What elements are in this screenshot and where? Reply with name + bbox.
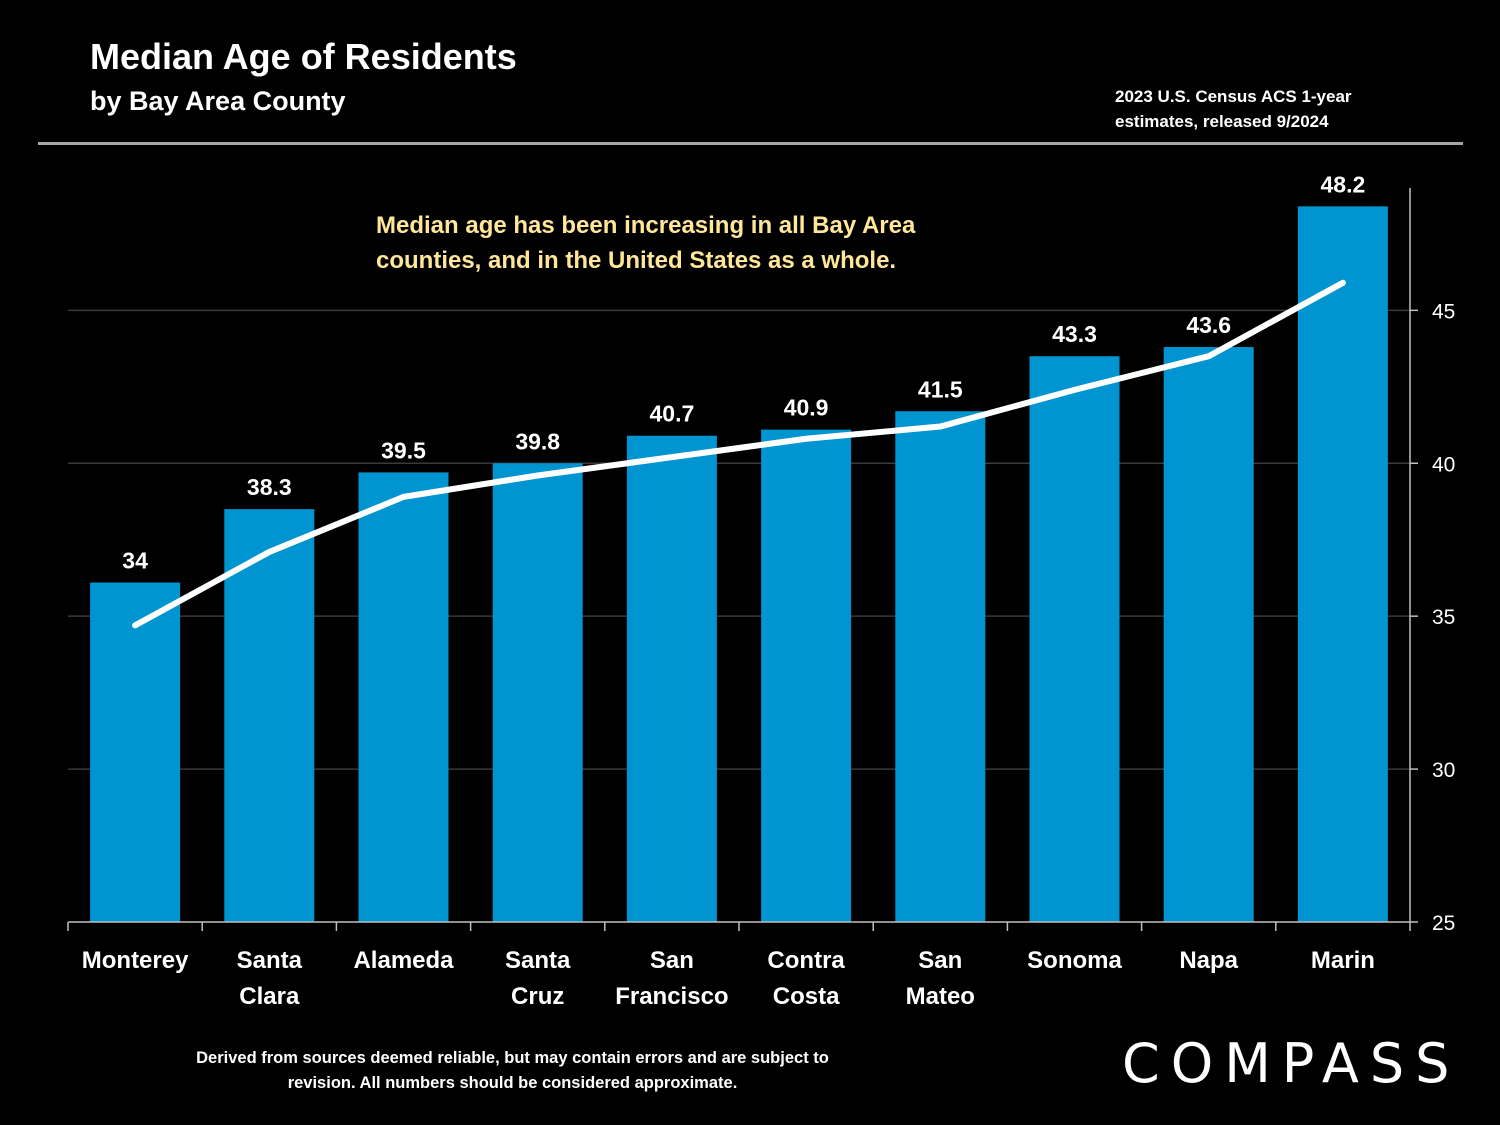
x-category-label: Marin xyxy=(1311,947,1375,974)
y-tick-label: 25 xyxy=(1432,912,1455,935)
x-category-label: Alameda xyxy=(353,947,454,974)
x-category-label: Clara xyxy=(239,983,300,1010)
bar-value-label: 43.6 xyxy=(1186,312,1231,338)
bar-value-label: 40.7 xyxy=(650,401,695,427)
disclaimer: Derived from sources deemed reliable, bu… xyxy=(140,1046,885,1096)
bar xyxy=(492,463,583,922)
bar-value-label: 38.3 xyxy=(247,474,292,500)
bar xyxy=(895,411,986,922)
compass-logo: COMPASS xyxy=(1122,1032,1461,1095)
y-tick-label: 35 xyxy=(1432,606,1455,629)
x-category-label: Santa xyxy=(237,947,303,974)
annotation-line-2: counties, and in the United States as a … xyxy=(376,247,897,274)
bar-value-label: 48.2 xyxy=(1321,171,1366,197)
annotation-line-1: Median age has been increasing in all Ba… xyxy=(376,212,916,239)
y-tick-label: 45 xyxy=(1432,300,1455,323)
trend-line xyxy=(132,279,1346,629)
x-category-label: Mateo xyxy=(906,983,975,1010)
bar-value-label: 39.8 xyxy=(515,428,560,454)
bar xyxy=(224,509,315,922)
source-line-1: 2023 U.S. Census ACS 1-year xyxy=(1115,87,1352,106)
disclaimer-line-2: revision. All numbers should be consider… xyxy=(287,1074,738,1092)
y-tick-label: 30 xyxy=(1432,759,1455,782)
x-category-label: Francisco xyxy=(615,983,728,1010)
chart-title: Median Age of Residents xyxy=(90,36,517,77)
bar xyxy=(761,429,852,922)
bar-value-label: 34 xyxy=(122,548,148,574)
y-tick-label: 40 xyxy=(1432,453,1455,476)
x-category-label: Napa xyxy=(1179,947,1238,974)
bar xyxy=(626,435,717,922)
bar xyxy=(1297,206,1388,923)
chart-subtitle: by Bay Area County xyxy=(90,86,346,116)
bar xyxy=(1163,347,1254,922)
source-line-2: estimates, released 9/2024 xyxy=(1115,112,1329,131)
chart-annotation: Median age has been increasing in all Ba… xyxy=(376,208,996,278)
x-category-label: San xyxy=(918,947,962,974)
bar xyxy=(90,582,181,922)
x-category-label: Costa xyxy=(773,983,840,1010)
source-note: 2023 U.S. Census ACS 1-year estimates, r… xyxy=(1115,84,1415,134)
bar-value-label: 41.5 xyxy=(918,376,963,402)
x-category-label: San xyxy=(650,947,694,974)
bar-value-label: 40.9 xyxy=(784,395,829,421)
x-category-label: Sonoma xyxy=(1027,947,1122,974)
x-category-label: Santa xyxy=(505,947,571,974)
bar xyxy=(358,472,449,922)
x-category-label: Cruz xyxy=(511,983,564,1010)
x-category-label: Contra xyxy=(767,947,845,974)
header-divider xyxy=(38,142,1463,145)
disclaimer-line-1: Derived from sources deemed reliable, bu… xyxy=(196,1049,829,1067)
x-category-label: Monterey xyxy=(82,947,189,974)
bar-value-label: 39.5 xyxy=(381,437,426,463)
bar xyxy=(1029,356,1120,922)
bar-value-label: 43.3 xyxy=(1052,321,1097,347)
